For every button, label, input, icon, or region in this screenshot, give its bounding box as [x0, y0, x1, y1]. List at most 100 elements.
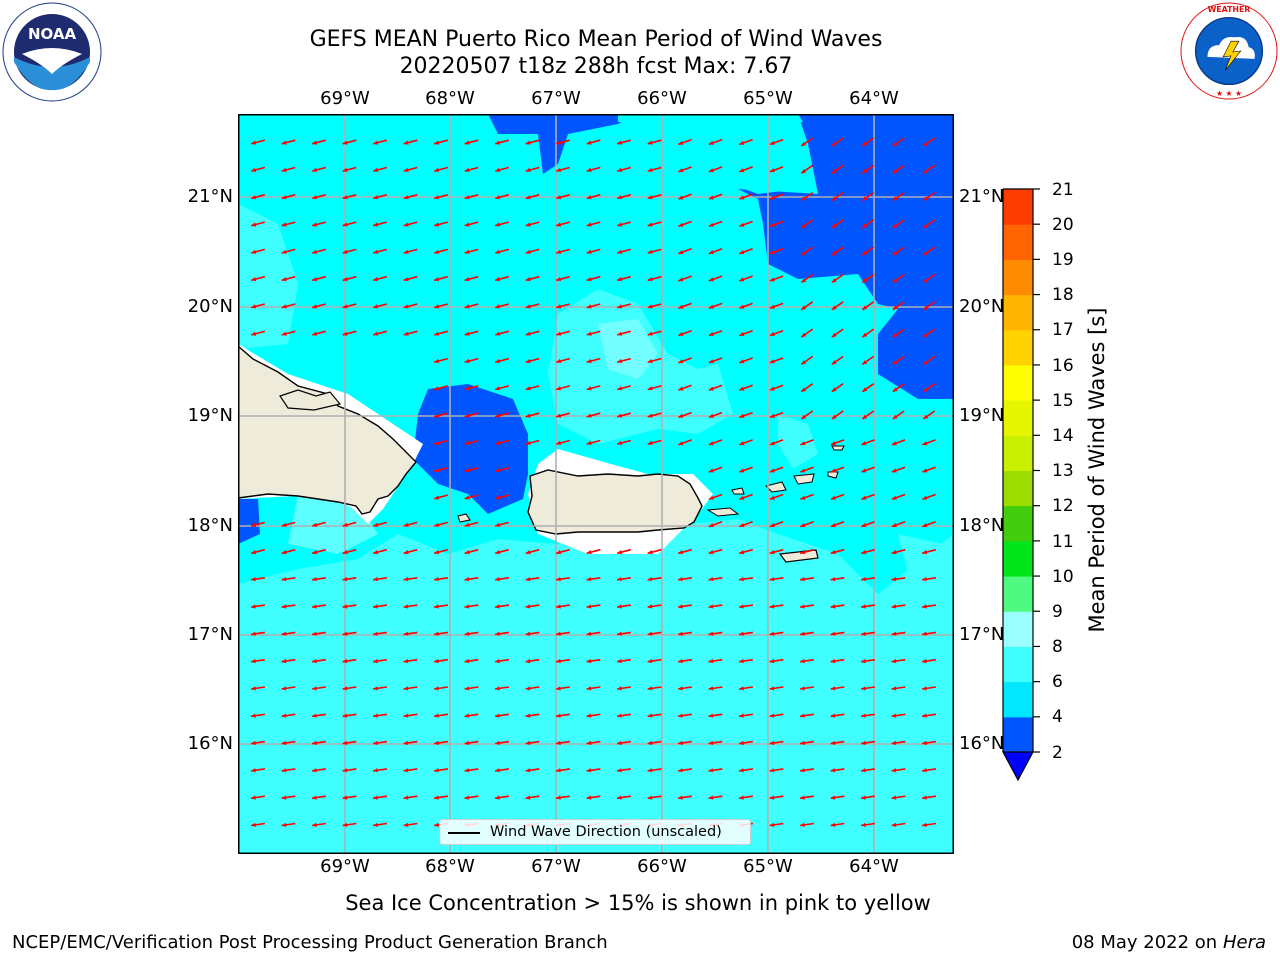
wind-arrow-head — [739, 795, 744, 800]
wind-arrow-head — [434, 550, 440, 555]
wind-arrow-head — [281, 222, 287, 227]
wind-arrow-head — [769, 195, 775, 200]
wind-arrow-head — [403, 658, 409, 664]
colorbar-tick-4: 4 — [1052, 707, 1063, 727]
wind-arrow-head — [586, 358, 592, 364]
wind-arrow-head — [923, 332, 929, 338]
wind-arrow-head — [617, 358, 623, 364]
wind-arrow-head — [708, 168, 714, 173]
wind-arrow-head — [922, 604, 927, 609]
wind-arrow-head — [892, 169, 898, 174]
wind-arrow-head — [830, 686, 836, 691]
wind-arrow-head — [251, 304, 257, 309]
wind-arrow-head — [769, 304, 775, 309]
colorbar-tick-18: 18 — [1052, 285, 1074, 305]
colorbar-segment — [1003, 224, 1033, 260]
wind-arrow-head — [922, 658, 927, 664]
wind-arrow-head — [464, 249, 470, 254]
wind-arrow-head — [464, 495, 470, 500]
wind-arrow-head — [739, 386, 745, 391]
wind-arrow-head — [769, 495, 775, 500]
wind-arrow-head — [495, 768, 500, 773]
wind-arrow-head — [830, 468, 836, 473]
wind-arrow-head — [586, 577, 592, 582]
wind-arrow-head — [251, 331, 257, 336]
wind-arrow-head — [556, 550, 562, 555]
wind-arrow-head — [525, 222, 531, 227]
wind-arrow-head — [525, 167, 531, 172]
wind-arrow-head — [769, 768, 775, 773]
lat-label-left-20n: 20°N — [187, 296, 233, 317]
wind-arrow-head — [891, 686, 897, 691]
wind-arrow-head — [891, 523, 897, 528]
wind-arrow-head — [434, 249, 440, 254]
svg-text:WEATHER: WEATHER — [1208, 5, 1251, 14]
wind-arrow-head — [312, 658, 317, 664]
wind-arrow-head — [373, 304, 379, 309]
wind-arrow-head — [525, 358, 531, 364]
wind-arrow-head — [831, 169, 837, 174]
wind-arrow-head — [495, 658, 500, 664]
lon-label-top-68w: 68°W — [425, 88, 475, 109]
wind-arrow-head — [495, 167, 501, 172]
wind-arrow-head — [434, 304, 440, 309]
colorbar-tick-13: 13 — [1052, 461, 1074, 481]
wind-arrow-head — [525, 277, 531, 282]
wind-arrow-head — [495, 304, 501, 309]
wind-arrow-head — [708, 195, 714, 200]
wind-arrow-head — [830, 795, 836, 800]
wind-arrow-head — [495, 795, 500, 800]
wind-arrow-head — [801, 360, 807, 365]
wind-arrow-head — [495, 440, 501, 445]
wind-arrow-head — [678, 304, 684, 309]
wind-arrow-head — [281, 577, 287, 582]
lon-label-top-67w: 67°W — [531, 88, 581, 109]
wind-arrow-head — [739, 168, 745, 173]
wind-arrow-head — [678, 386, 684, 391]
wind-arrow-head — [708, 795, 714, 800]
wind-arrow-head — [831, 387, 837, 392]
wind-arrow-head — [862, 223, 868, 228]
wind-arrow-head — [861, 686, 866, 691]
wind-arrow-head — [525, 331, 531, 336]
wind-arrow-head — [739, 359, 745, 364]
wind-arrow-head — [830, 822, 836, 827]
wind-arrow-head — [312, 822, 317, 827]
lat-label-left-17n: 17°N — [187, 624, 233, 645]
wind-arrow-head — [617, 195, 623, 200]
wind-arrow-head — [800, 713, 805, 718]
wind-arrow-head — [495, 713, 500, 718]
wind-arrow-head — [617, 768, 622, 773]
wind-arrow-head — [495, 140, 501, 145]
wind-arrow-head — [769, 277, 775, 282]
wind-arrow-head — [495, 331, 501, 336]
lon-label-bottom-69w: 69°W — [320, 856, 370, 877]
wind-arrow-head — [739, 740, 744, 746]
wind-arrow-head — [647, 304, 653, 309]
wind-arrow-head — [831, 360, 837, 365]
wind-arrow-head — [739, 550, 745, 555]
wind-arrow-head — [403, 167, 409, 172]
wind-arrow-head — [647, 277, 653, 282]
wind-arrow-head — [801, 332, 807, 338]
colorbar-segment — [1003, 716, 1033, 753]
wind-arrow-head — [922, 822, 927, 827]
wind-arrow-head — [769, 168, 775, 173]
wind-arrow-head — [769, 604, 775, 609]
wind-arrow-head — [525, 140, 531, 145]
wind-arrow-head — [617, 740, 622, 746]
wind-arrow-head — [586, 658, 592, 664]
wind-arrow-head — [525, 740, 531, 746]
wind-arrow-head — [892, 305, 898, 310]
wind-arrow-head — [281, 304, 287, 309]
wind-arrow-head — [678, 604, 683, 609]
wind-arrow-head — [800, 441, 806, 446]
wind-arrow-head — [861, 577, 866, 582]
wind-arrow-head — [708, 140, 714, 145]
wind-arrow-head — [647, 386, 653, 391]
wind-arrow-head — [464, 468, 470, 473]
wind-arrow-head — [586, 140, 592, 145]
wind-arrow-head — [862, 414, 868, 419]
wind-arrow-head — [556, 386, 562, 391]
colorbar-segment — [1003, 505, 1033, 542]
